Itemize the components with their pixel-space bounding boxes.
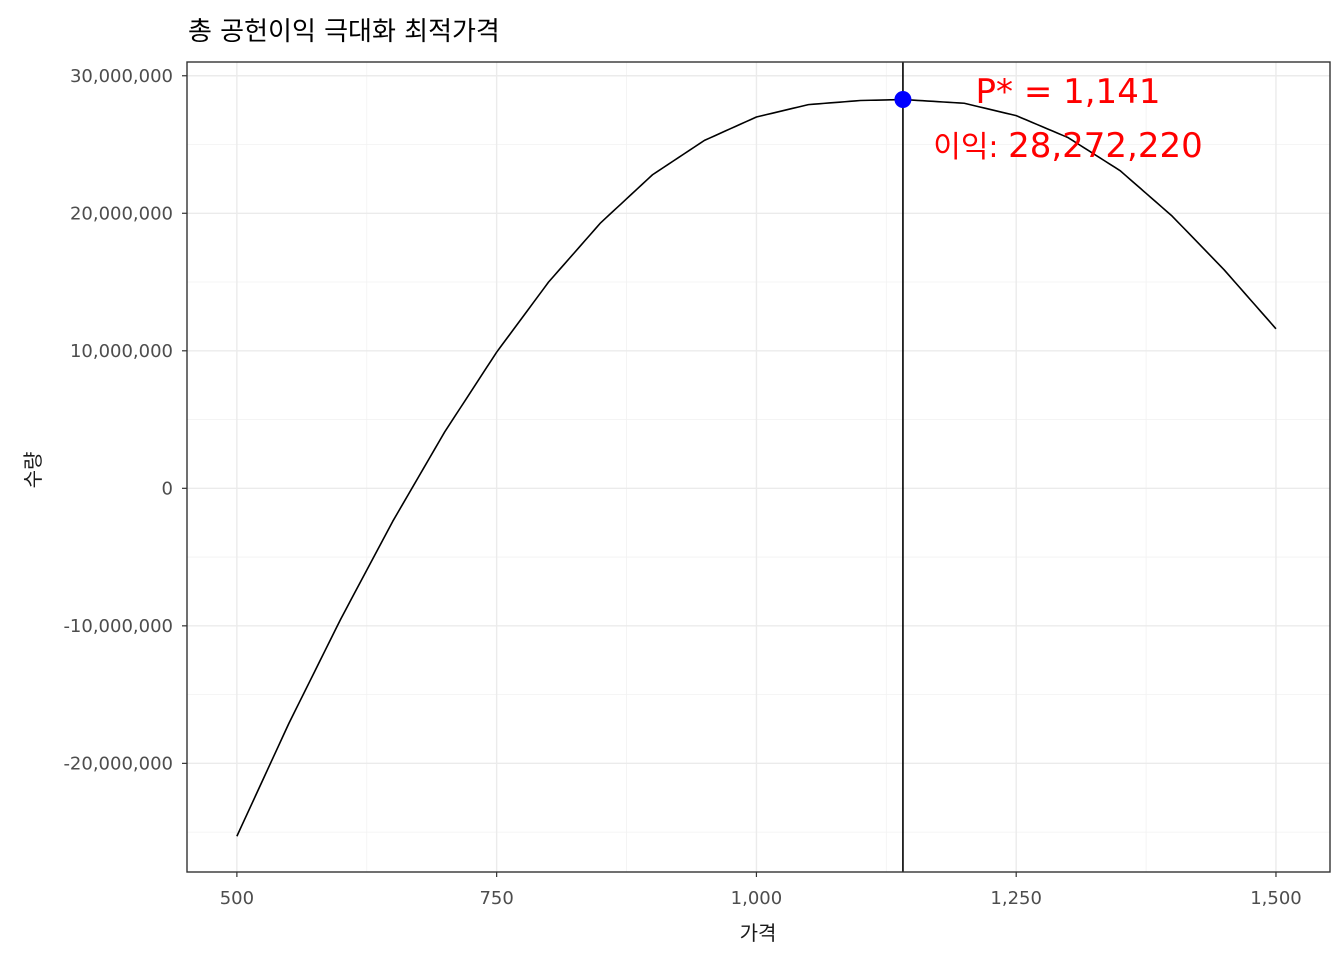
- data-layer: [236, 62, 1277, 872]
- optimal-profit-annotation: 이익: 28,272,220: [933, 126, 1203, 166]
- x-tick-label: 500: [220, 888, 254, 909]
- plot-border: [186, 61, 1331, 873]
- y-tick-label: -10,000,000: [63, 616, 173, 637]
- y-tick-label: 30,000,000: [70, 66, 173, 87]
- chart-title: 총 공헌이익 극대화 최적가격: [188, 17, 500, 47]
- x-axis-title: 가격: [740, 921, 777, 945]
- optimum-point: [894, 91, 912, 109]
- profit-curve-line: [236, 98, 1277, 837]
- y-axis-title: 수량: [21, 452, 45, 489]
- grid-layer: [187, 62, 1330, 872]
- x-tick-label: 1,000: [731, 888, 783, 909]
- profit-label: 이익:: [933, 130, 1008, 165]
- optimal-price-annotation: P* = 1,141: [976, 72, 1161, 112]
- axis-layer: 500 750 1,000 1,250 1,500 -20,000,000 -10,000,…: [63, 61, 1331, 909]
- y-tick-label: -20,000,000: [63, 753, 173, 774]
- y-tick-label: 10,000,000: [70, 341, 173, 362]
- x-tick-label: 1,500: [1250, 888, 1302, 909]
- x-tick-label: 750: [479, 888, 513, 909]
- x-tick-label: 1,250: [990, 888, 1042, 909]
- y-tick-label: 0: [162, 478, 173, 499]
- y-tick-label: 20,000,000: [70, 203, 173, 224]
- profit-value: 28,272,220: [1008, 126, 1203, 166]
